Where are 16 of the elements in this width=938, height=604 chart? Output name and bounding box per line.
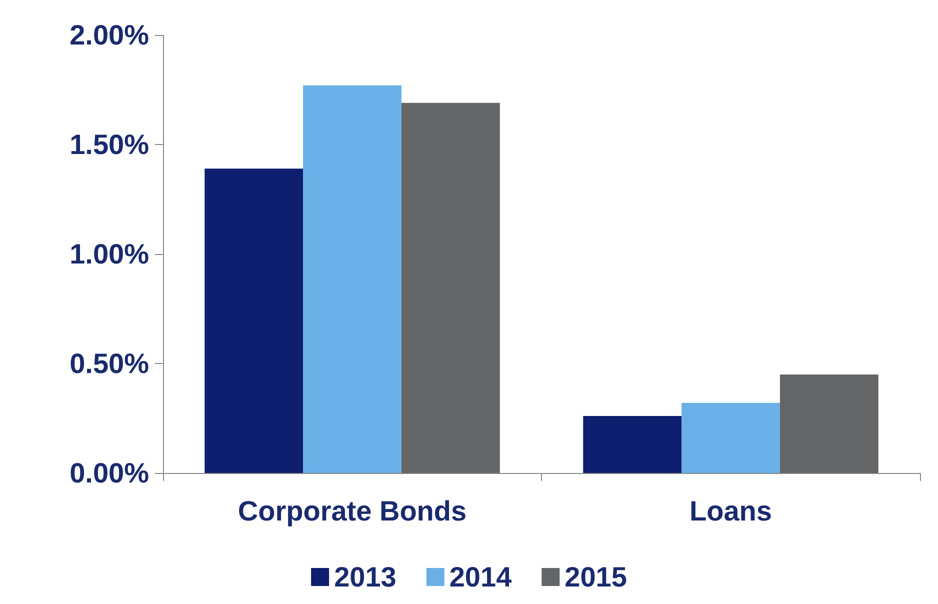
y-tick-label: 0.50%: [70, 348, 150, 379]
legend-label: 2015: [564, 562, 627, 592]
y-tick-label: 2.00%: [70, 20, 150, 50]
bar: [303, 85, 402, 473]
y-tick-label: 1.00%: [70, 238, 150, 270]
bar: [204, 168, 304, 473]
bar: [780, 374, 878, 473]
y-tick-label: 0.00%: [70, 458, 150, 488]
x-tick-label: Corporate Bonds: [238, 496, 467, 526]
bar: [583, 416, 682, 473]
legend-label: 2013: [334, 562, 396, 592]
x-tick-label: Loans: [690, 496, 772, 526]
bar: [401, 102, 500, 473]
legend-label: 2014: [449, 562, 512, 592]
bar: [682, 402, 780, 473]
y-tick-label: 1.50%: [70, 129, 150, 160]
